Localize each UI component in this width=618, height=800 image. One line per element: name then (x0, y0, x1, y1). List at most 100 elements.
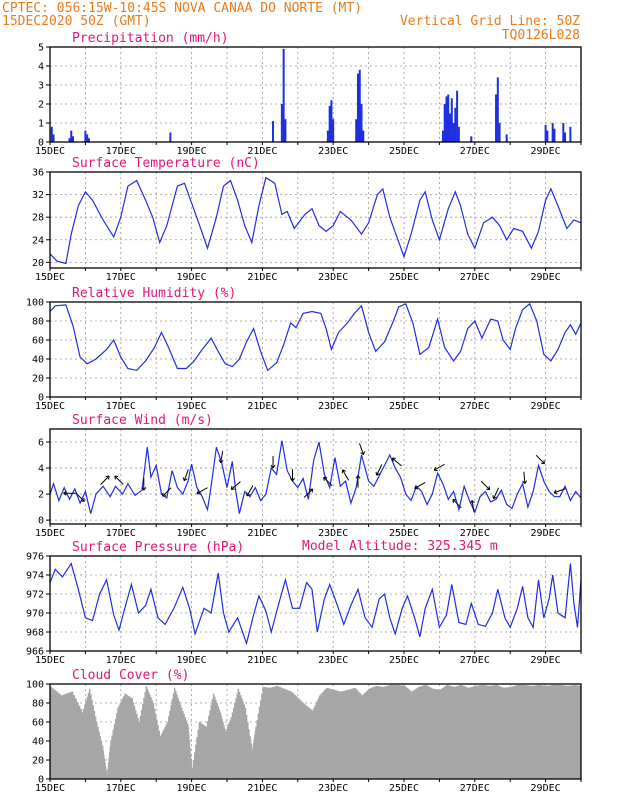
cloud-title: Cloud Cover (%) (72, 668, 189, 683)
cloud-bar (550, 685, 552, 779)
cloud-bar (178, 701, 181, 779)
cloud-bar (223, 725, 225, 779)
wind-arrow-shaft (162, 487, 172, 497)
wind-arrow (375, 464, 383, 476)
cloud-bar (333, 689, 335, 779)
cloud-bar (120, 700, 123, 779)
cloud-bar (556, 684, 558, 779)
cloud-bar (169, 710, 171, 779)
cloud-bar (113, 724, 116, 779)
cloud-bar (235, 698, 237, 779)
precip-bar (330, 100, 333, 142)
cloud-bar (532, 685, 535, 779)
cloud-bar (278, 686, 281, 779)
wind-arrow (114, 475, 124, 485)
cloud-bar (217, 706, 220, 779)
cloud-bar (243, 704, 245, 779)
cloud-bar (271, 687, 274, 779)
cloud-bar (321, 692, 323, 779)
cloud-bar (206, 721, 209, 779)
cloud-bar (104, 758, 106, 779)
wind-arrow (182, 469, 189, 482)
precip-bar (544, 124, 547, 142)
cloud-bar (127, 695, 130, 779)
cloud-bar (507, 687, 510, 779)
cloud-bar (216, 703, 218, 779)
cloud-bar (400, 685, 402, 779)
precip-xtick-label: 27DEC (460, 146, 490, 157)
precip-bar (450, 98, 453, 142)
cloud-bar (214, 696, 216, 779)
cloud-bar (114, 718, 117, 779)
cloud-bar (106, 774, 108, 779)
cloud-bar (570, 685, 572, 779)
cloud-ytick-label: 20 (32, 756, 44, 767)
precip-bar (452, 123, 455, 142)
wind-arrow-shaft (392, 457, 402, 467)
precip-ytick-label: 0 (38, 138, 44, 149)
cloud-bar (160, 733, 163, 779)
cloud-bar (245, 714, 248, 779)
cloud-bar (88, 688, 91, 779)
cloud-bar (352, 688, 354, 779)
cloud-bar (427, 686, 430, 779)
cloud-bar (546, 685, 549, 779)
cloud-bar (560, 685, 563, 779)
wind-arrow-head (63, 490, 67, 496)
cloud-bar (125, 694, 127, 779)
cloud-bar (524, 684, 526, 779)
cloud-bar (425, 684, 427, 779)
cloud-bar (100, 741, 103, 779)
cloud-bar (175, 691, 177, 779)
wind-arrow-shaft (230, 481, 241, 490)
cloud-bar (421, 685, 424, 779)
cloud-bar (97, 726, 99, 779)
precip-bar (87, 138, 90, 142)
cloud-bar (519, 684, 522, 779)
cloud-bar (533, 685, 536, 779)
wind-arrow-shaft (553, 488, 566, 494)
cloud-bar (559, 684, 562, 779)
cloud-bar (394, 684, 397, 779)
cloud-bar (64, 694, 67, 779)
wind-arrow-shaft (323, 476, 333, 487)
cloud-bar (562, 685, 564, 779)
cloud-bar (234, 703, 236, 779)
cloud-bar (164, 726, 166, 779)
cloud-bar (283, 688, 286, 779)
precip-bar (84, 130, 87, 142)
cloud-bar (173, 687, 176, 779)
cloud-bar (389, 684, 392, 779)
cloud-bar (438, 689, 440, 779)
pressure-xtick-label: 27DEC (460, 655, 490, 666)
cloud-bar (426, 685, 428, 779)
cloud-bar (530, 685, 532, 779)
cloud-bar (304, 704, 307, 779)
cloud-bar (511, 686, 513, 779)
wind-arrow-head (141, 487, 147, 491)
cloud-bar (381, 686, 384, 779)
wind-arrow (535, 454, 546, 465)
cloud-bar (428, 686, 431, 779)
cloud-bar (396, 684, 399, 779)
cloud-bar (136, 714, 138, 779)
temp-xtick-label: 29DEC (531, 272, 561, 283)
wind-arrow (414, 482, 426, 490)
cloud-ytick-label: 60 (32, 718, 44, 729)
cloud-bar (473, 686, 476, 779)
cloud-bar (50, 686, 53, 779)
pressure-ytick-label: 968 (26, 628, 44, 639)
cloud-frame (49, 683, 582, 780)
precip-bar (356, 73, 359, 142)
wind-xtick-label: 19DEC (177, 528, 207, 539)
cloud-bar (460, 684, 463, 779)
cloud-bar (416, 687, 419, 779)
cloud-bar (322, 691, 325, 779)
precip-bar (272, 121, 275, 142)
cloud-bar (104, 762, 106, 779)
wind-arrow-head (553, 489, 558, 495)
wind-arrow-shaft (376, 464, 383, 476)
precip-bar (441, 130, 444, 142)
precip-ytick-label: 5 (38, 43, 44, 54)
cloud-bar (225, 731, 227, 779)
